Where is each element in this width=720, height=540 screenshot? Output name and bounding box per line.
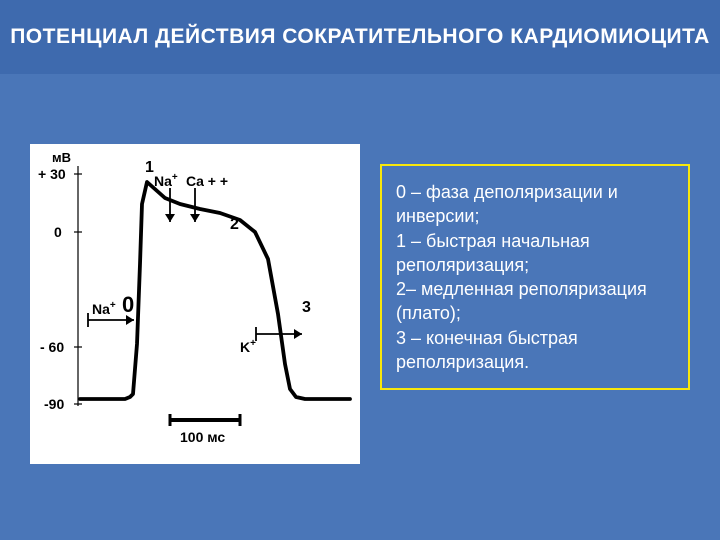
na-top-label: Na+ [154, 172, 178, 189]
action-potential-chart: мВ + 30 0 - 60 -90 1 2 3 0 Na+ [30, 144, 360, 464]
ytick-m60: - 60 [40, 339, 64, 355]
ytick-30: + 30 [38, 166, 66, 182]
phase-2-label: 2 [230, 216, 239, 233]
legend-line-3: 3 – конечная быстрая реполяризация. [396, 326, 674, 375]
na-label: Na+ [92, 300, 116, 317]
legend-line-1: 1 – быстрая начальная реполяризация; [396, 229, 674, 278]
legend-line-0: 0 – фаза деполяризации и инверсии; [396, 180, 674, 229]
phase-3-label: 3 [302, 299, 311, 316]
ca-top-label: Ca + + [186, 173, 228, 189]
scale-bar-label: 100 мс [180, 429, 225, 445]
legend-line-2: 2– медленная реполяризация (плато); [396, 277, 674, 326]
phase-legend: 0 – фаза деполяризации и инверсии; 1 – б… [380, 164, 690, 390]
ap-trace [80, 182, 350, 399]
k-label: K+ [240, 338, 256, 355]
content-area: мВ + 30 0 - 60 -90 1 2 3 0 Na+ [0, 74, 720, 540]
phase-0-label: 0 [122, 292, 134, 317]
axis-unit-label: мВ [52, 150, 71, 165]
page-title: ПОТЕНЦИАЛ ДЕЙСТВИЯ СОКРАТИТЕЛЬНОГО КАРДИ… [10, 24, 710, 50]
ytick-m90: -90 [44, 396, 64, 412]
ytick-0: 0 [54, 224, 62, 240]
phase-1-label: 1 [145, 159, 154, 176]
title-bar: ПОТЕНЦИАЛ ДЕЙСТВИЯ СОКРАТИТЕЛЬНОГО КАРДИ… [0, 0, 720, 74]
time-scale-bar [170, 414, 240, 426]
